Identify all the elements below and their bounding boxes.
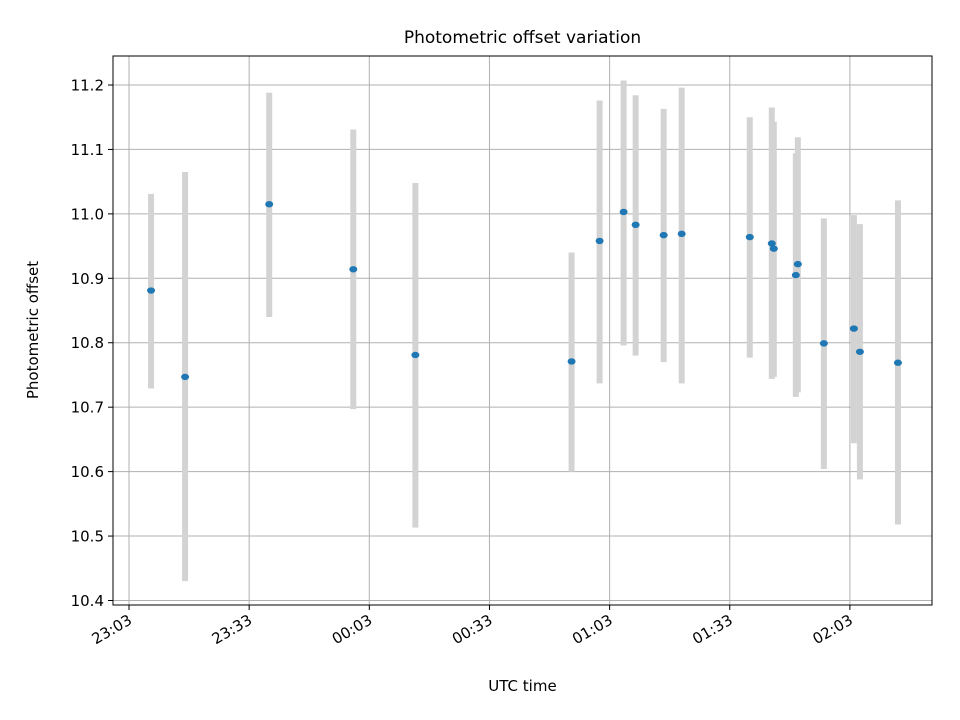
data-point bbox=[745, 233, 754, 241]
y-tick-label: 10.8 bbox=[71, 334, 104, 352]
y-tick-label: 10.9 bbox=[71, 270, 104, 288]
data-point bbox=[265, 201, 274, 208]
chart-title: Photometric offset variation bbox=[404, 28, 641, 48]
y-tick-label: 10.6 bbox=[71, 463, 104, 481]
data-point bbox=[181, 373, 190, 381]
data-point bbox=[595, 237, 604, 245]
data-point bbox=[411, 351, 420, 359]
data-point-layer bbox=[147, 201, 902, 381]
data-point bbox=[147, 287, 156, 294]
data-point bbox=[767, 240, 776, 247]
data-point bbox=[849, 325, 858, 332]
y-axis-label: Photometric offset bbox=[24, 261, 42, 399]
data-point bbox=[855, 348, 864, 355]
data-point bbox=[769, 245, 778, 252]
y-tick-label: 11.2 bbox=[71, 76, 104, 94]
y-tick-label: 10.7 bbox=[71, 399, 104, 417]
y-tick-label: 10.5 bbox=[71, 528, 104, 546]
y-tick-label: 11.0 bbox=[71, 205, 104, 223]
data-point bbox=[893, 359, 902, 366]
data-point bbox=[791, 271, 800, 279]
plot-frame bbox=[112, 55, 933, 606]
x-axis-label: UTC time bbox=[488, 677, 556, 695]
data-point bbox=[677, 230, 686, 238]
data-point bbox=[819, 340, 828, 347]
y-tick-label: 11.1 bbox=[71, 141, 104, 159]
y-tick-label: 10.4 bbox=[71, 592, 104, 610]
data-point bbox=[631, 221, 640, 229]
data-point bbox=[619, 208, 628, 216]
data-point bbox=[567, 358, 576, 365]
data-point bbox=[793, 260, 802, 268]
data-point bbox=[659, 231, 668, 239]
data-point bbox=[349, 266, 358, 273]
